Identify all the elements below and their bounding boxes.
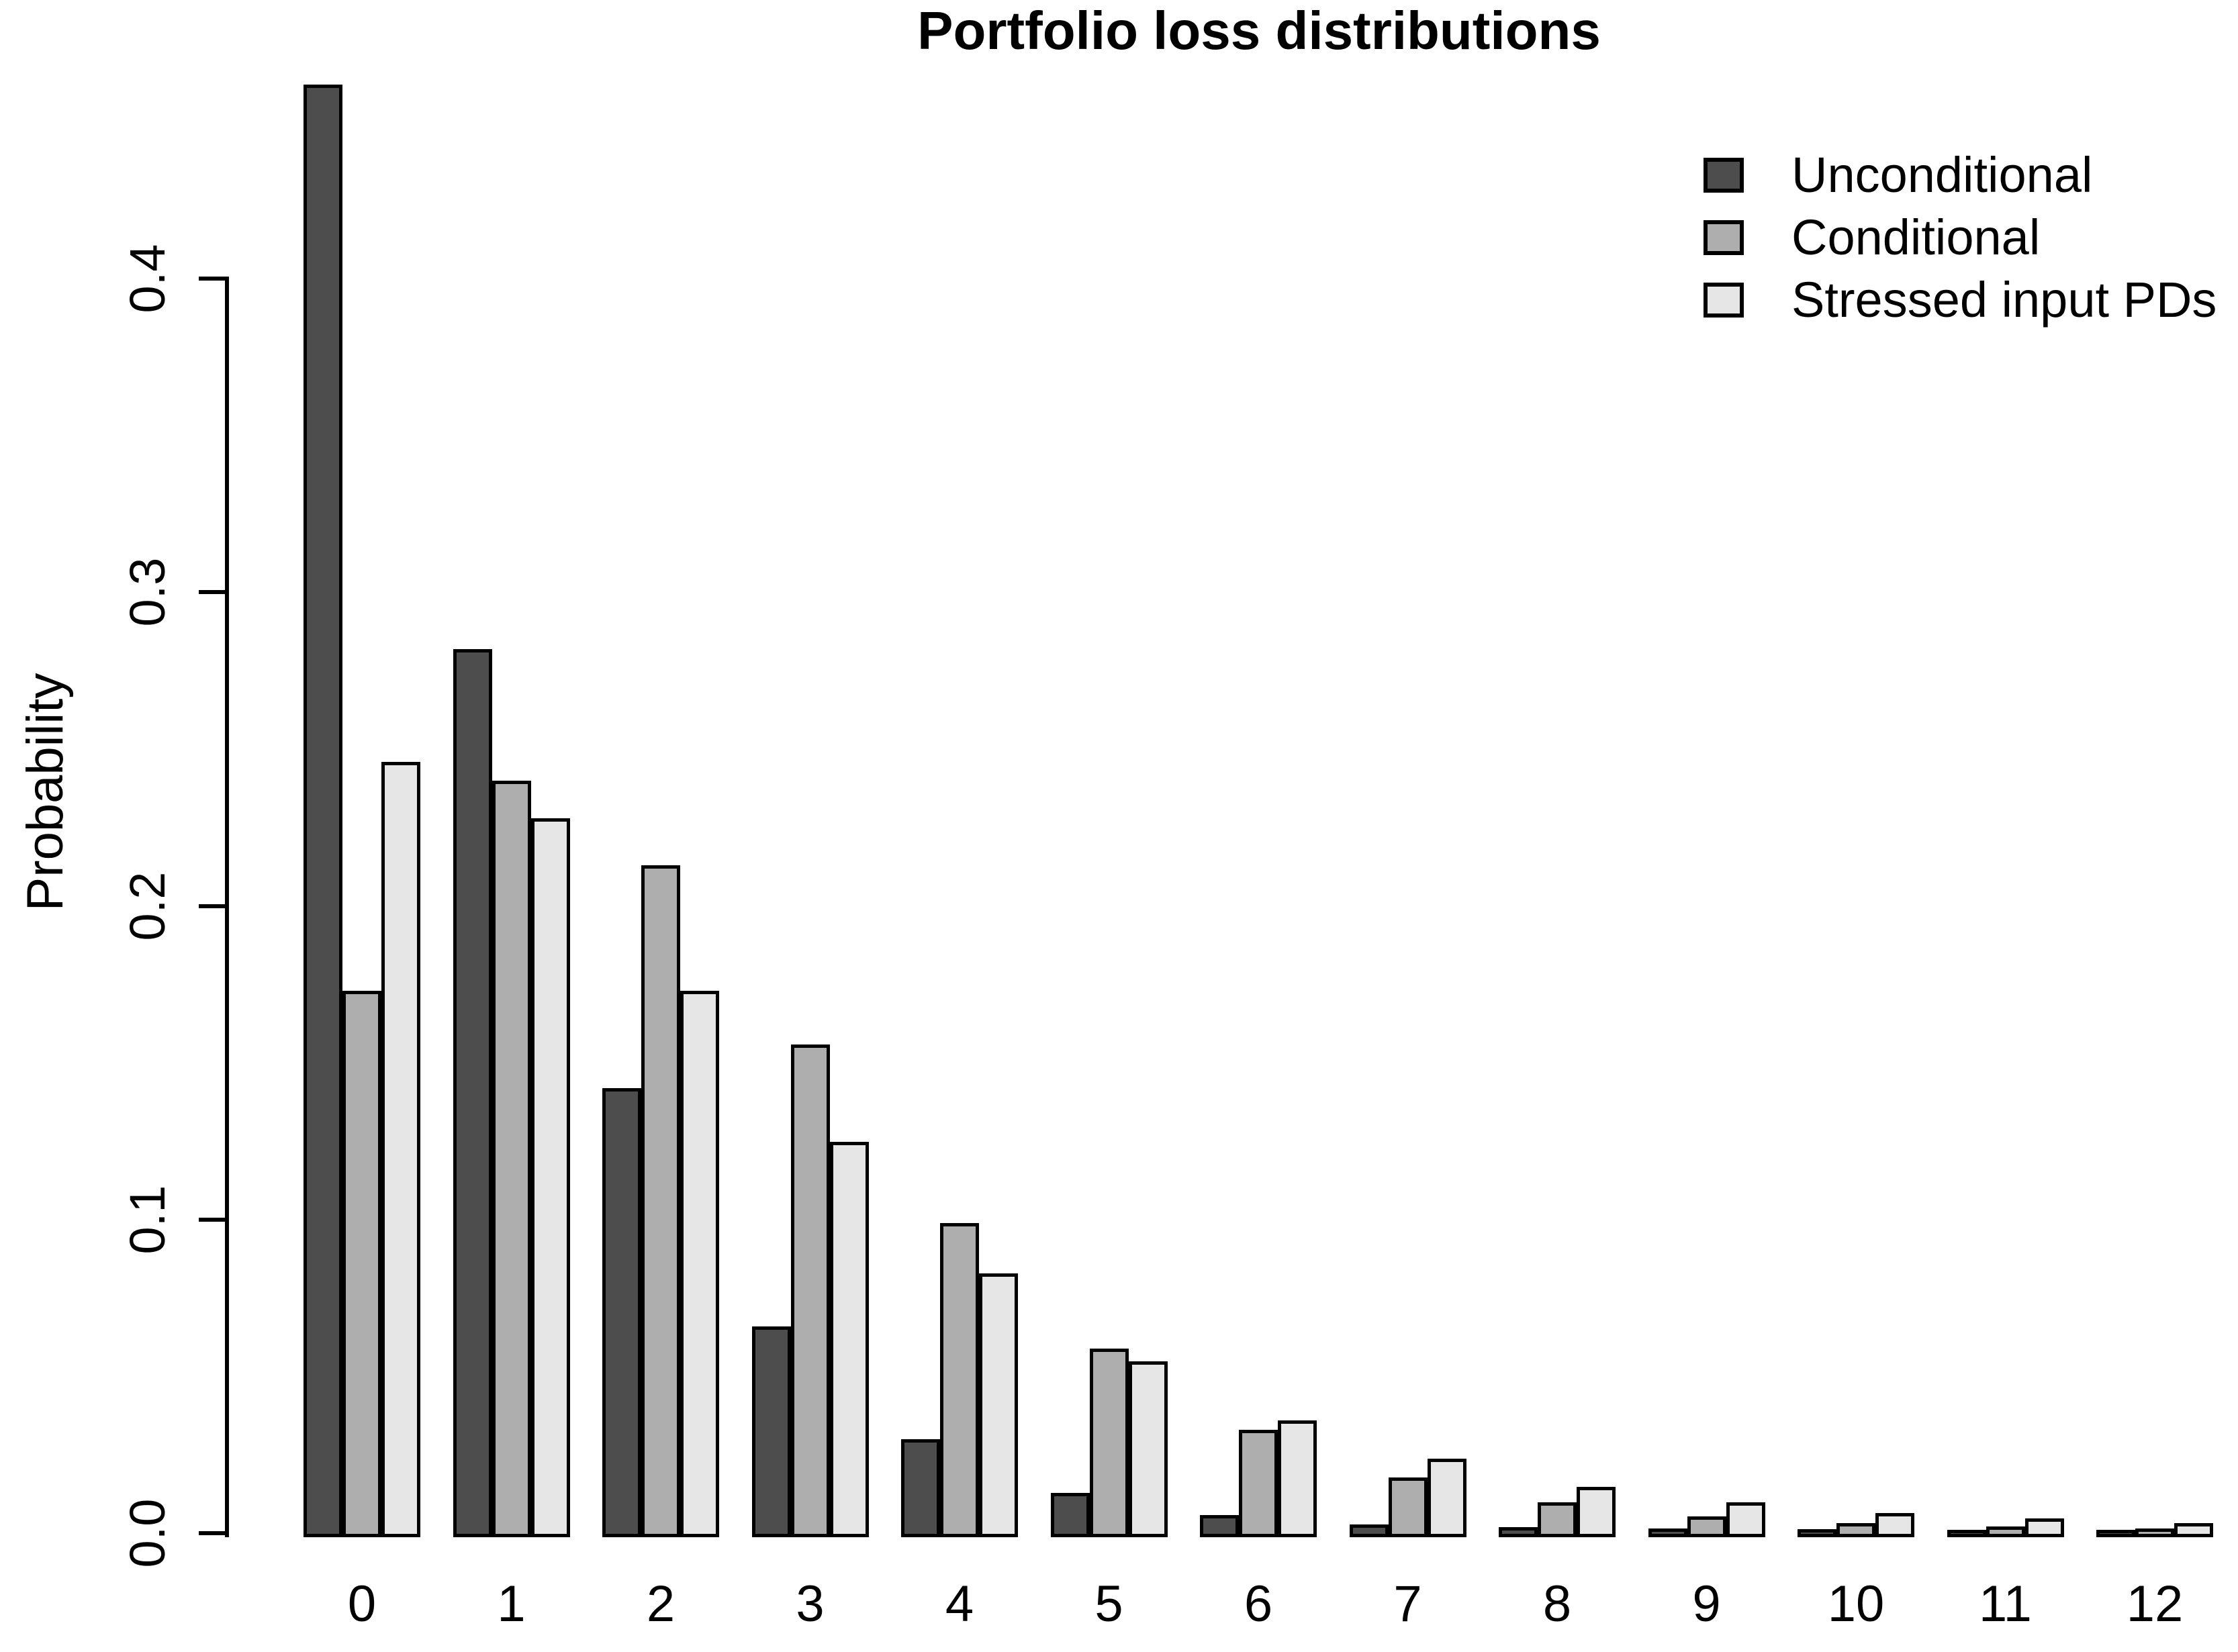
bar bbox=[1836, 1523, 1875, 1537]
y-axis-label: Probability bbox=[17, 673, 74, 912]
bar bbox=[1239, 1430, 1278, 1537]
bar bbox=[790, 1044, 830, 1537]
bar bbox=[2096, 1530, 2135, 1537]
y-tick-label: 0.2 bbox=[120, 871, 175, 940]
bar bbox=[1726, 1502, 1765, 1537]
x-tick-label: 4 bbox=[945, 1575, 974, 1633]
bar bbox=[342, 991, 381, 1537]
x-tick-label: 0 bbox=[347, 1575, 377, 1633]
bar bbox=[1798, 1529, 1836, 1537]
bar bbox=[1577, 1486, 1616, 1537]
x-tick-label: 10 bbox=[1827, 1575, 1885, 1633]
y-tick bbox=[199, 904, 229, 908]
bar bbox=[1875, 1512, 1914, 1537]
x-tick-label: 2 bbox=[646, 1575, 675, 1633]
x-tick-label: 1 bbox=[497, 1575, 526, 1633]
x-tick-label: 8 bbox=[1542, 1575, 1572, 1633]
bar bbox=[1388, 1477, 1428, 1537]
y-tick bbox=[199, 1531, 229, 1535]
y-tick-label: 0.3 bbox=[120, 557, 175, 627]
bar bbox=[1278, 1420, 1317, 1537]
y-tick bbox=[199, 590, 229, 595]
legend-label: Unconditional bbox=[1791, 147, 2093, 203]
bar bbox=[1687, 1516, 1726, 1537]
bar bbox=[304, 84, 342, 1537]
bar bbox=[1648, 1528, 1687, 1537]
bar bbox=[680, 991, 719, 1537]
bar bbox=[641, 865, 680, 1537]
bar bbox=[1986, 1526, 2025, 1537]
bar bbox=[1349, 1524, 1389, 1537]
legend-swatch bbox=[1704, 220, 1744, 255]
y-tick bbox=[199, 1217, 229, 1222]
legend-label: Conditional bbox=[1791, 209, 2041, 265]
bar bbox=[1947, 1530, 1986, 1537]
x-tick-label: 3 bbox=[796, 1575, 825, 1633]
bar bbox=[381, 762, 420, 1537]
bar bbox=[1427, 1458, 1466, 1537]
bar bbox=[901, 1439, 940, 1537]
bar bbox=[829, 1141, 869, 1537]
bar bbox=[940, 1223, 979, 1537]
bar bbox=[1538, 1502, 1577, 1537]
x-tick-label: 7 bbox=[1393, 1575, 1422, 1633]
bar bbox=[1128, 1361, 1168, 1537]
legend-swatch bbox=[1704, 158, 1744, 193]
bar bbox=[492, 781, 531, 1537]
x-tick-label: 11 bbox=[1979, 1575, 2032, 1633]
chart-title: Portfolio loss distributions bbox=[917, 1, 1601, 60]
bar bbox=[1200, 1514, 1239, 1537]
bar bbox=[530, 818, 570, 1537]
x-tick-label: 6 bbox=[1244, 1575, 1273, 1633]
y-tick-label: 0.4 bbox=[120, 244, 175, 313]
x-tick-label: 12 bbox=[2126, 1575, 2184, 1633]
bar bbox=[2174, 1522, 2213, 1537]
x-tick-label: 9 bbox=[1692, 1575, 1721, 1633]
bar bbox=[1050, 1492, 1090, 1537]
bar bbox=[1089, 1348, 1129, 1537]
bar bbox=[1499, 1527, 1538, 1537]
bar bbox=[2135, 1528, 2174, 1537]
x-tick-label: 5 bbox=[1094, 1575, 1123, 1633]
bar bbox=[602, 1088, 641, 1537]
bar bbox=[453, 649, 492, 1537]
y-tick-label: 0.1 bbox=[120, 1185, 175, 1255]
bar bbox=[751, 1326, 791, 1537]
bar bbox=[979, 1273, 1018, 1537]
legend-label: Stressed input PDs bbox=[1791, 272, 2217, 328]
legend-swatch bbox=[1704, 283, 1744, 318]
y-tick-label: 0.0 bbox=[120, 1498, 175, 1568]
y-tick bbox=[199, 277, 229, 281]
bar bbox=[2024, 1518, 2064, 1537]
